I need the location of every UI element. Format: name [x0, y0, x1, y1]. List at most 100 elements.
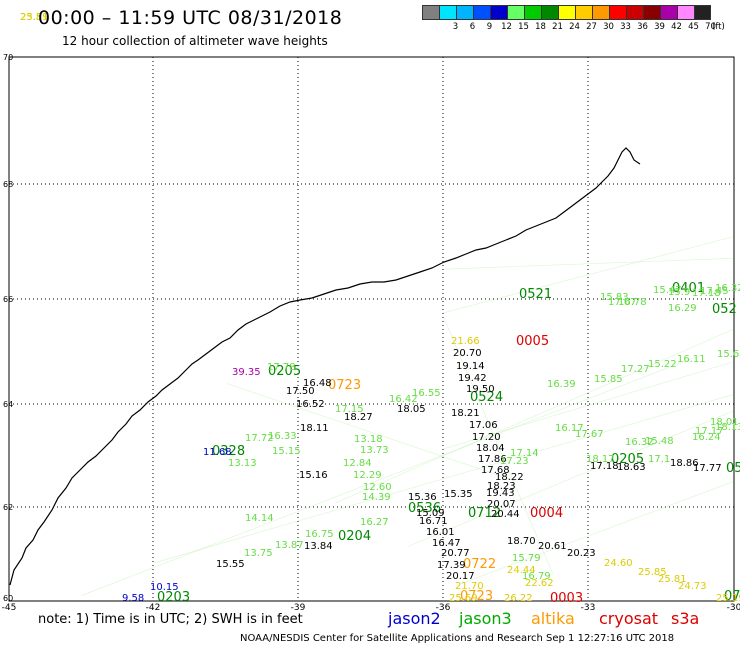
color-swatch: [456, 5, 473, 20]
color-scale-label: 27: [586, 22, 597, 32]
time-label: 0722: [463, 557, 496, 572]
wave-height-label: 15.83: [600, 292, 629, 303]
wave-height-label: 24.44: [507, 565, 536, 576]
wave-height-label: 17.86: [478, 454, 507, 465]
footer-credit: NOAA/NESDIS Center for Satellite Applica…: [240, 633, 675, 644]
lon-label: -42: [146, 603, 161, 613]
wave-height-label: 16.11: [677, 354, 706, 365]
wave-height-label: 14.39: [362, 492, 391, 503]
lat-label: 70: [3, 53, 13, 62]
greenland-coastline: [9, 147, 641, 586]
wave-height-label: 17.45: [700, 286, 729, 297]
wave-height-label: 9.58: [122, 593, 144, 604]
color-swatch: [575, 5, 592, 20]
wave-height-label: 13.73: [360, 445, 389, 456]
time-label: 0003: [550, 591, 583, 606]
wave-height-label: 17.78: [267, 362, 296, 373]
time-label: 0205: [611, 452, 644, 467]
wave-height-label: 25.69: [449, 593, 478, 604]
wave-height-label: 24.60: [604, 558, 633, 569]
wave-height-label: 21.66: [451, 336, 480, 347]
wave-height-label: 10.15: [150, 582, 179, 593]
satellite-track: [443, 318, 554, 574]
wave-height-label: 24.73: [678, 581, 707, 592]
wave-height-label: 12.84: [343, 458, 372, 469]
color-scale-label: 42: [671, 22, 682, 32]
wave-height-label: 16.55: [412, 388, 441, 399]
satellite-track: [458, 481, 735, 585]
wave-height-label: 17.27: [621, 364, 650, 375]
wave-height-label: 15.9: [668, 287, 690, 298]
wave-height-label: 15.16: [299, 470, 328, 481]
wave-height-label: 17.23: [500, 456, 529, 467]
color-scale-label: 6: [469, 22, 476, 32]
map-frame: [8, 56, 735, 602]
lon-label: -30: [727, 603, 740, 613]
color-swatch: [422, 5, 439, 20]
wave-height-label: 20.77: [441, 548, 470, 559]
wave-height-label: 14.14: [245, 513, 274, 524]
wave-height-label: 17.50: [286, 386, 315, 397]
time-label: 05: [726, 461, 740, 476]
color-swatch: [490, 5, 507, 20]
wave-height-label: 20.70: [453, 348, 482, 359]
wave-height-label: 15.35: [444, 489, 473, 500]
wave-height-label: 25.81: [658, 574, 687, 585]
lat-label: 60: [3, 594, 13, 603]
wave-height-label: 18.63: [617, 462, 646, 473]
color-scale-unit: (ft): [712, 22, 725, 32]
color-scale-labels: 3 6 9 12 15 18 21 24 27 30 33 36 39 42 45 70: [422, 22, 740, 34]
lon-label: -36: [436, 603, 451, 613]
color-swatch: [643, 5, 660, 20]
time-label: 0712: [468, 506, 501, 521]
time-label: 0723: [460, 589, 493, 604]
satellite-track: [153, 393, 735, 564]
wave-height-label: 16.17: [555, 423, 584, 434]
color-scale-label: 33: [620, 22, 631, 32]
wave-height-label: 17.39: [437, 560, 466, 571]
wave-height-label: 20.61: [538, 541, 567, 552]
wave-height-label: 16.42: [389, 394, 418, 405]
wave-height-label: 15.36: [408, 492, 437, 503]
wave-height-label: 18.13: [715, 422, 740, 433]
satellite-track: [443, 361, 735, 449]
wave-height-label: 18.22: [495, 472, 524, 483]
color-swatch: [609, 5, 626, 20]
page-subtitle: 12 hour collection of altimeter wave hei…: [62, 34, 328, 48]
color-swatch: [677, 5, 694, 20]
wave-height-label: 16.27: [360, 517, 389, 528]
wave-height-label: 20.17: [446, 571, 475, 582]
wave-height-label: 18.21: [451, 408, 480, 419]
time-label: 0204: [338, 529, 371, 544]
lat-label: 68: [3, 180, 13, 189]
color-swatch: [507, 5, 524, 20]
wave-height-label: 18.05: [397, 404, 426, 415]
satellite-track: [81, 355, 698, 596]
lon-label: -33: [581, 603, 596, 613]
color-scale-label: 15: [518, 22, 529, 32]
wave-height-label: 17.77: [693, 463, 722, 474]
legend-s3a: s3a: [671, 609, 700, 628]
color-scale-label: 39: [654, 22, 665, 32]
satellite-track: [335, 328, 735, 504]
color-scale-label: 3: [452, 22, 459, 32]
wave-height-label: 20.07: [487, 499, 516, 510]
time-label: 0521: [519, 287, 552, 302]
wave-height-label: 16.24: [692, 432, 721, 443]
wave-height-label: 16.32: [625, 437, 654, 448]
wave-height-label: 17.17: [695, 426, 724, 437]
axis-labels: 70 68 66 64 62 60-45 -42 -39 -36 -33 -30: [2, 53, 740, 613]
wave-height-label: 15.85: [594, 374, 623, 385]
graticule: [9, 57, 734, 601]
lon-label: -39: [291, 603, 306, 613]
wave-height-label: 16.75: [305, 529, 334, 540]
wave-height-label: 13.75: [244, 548, 273, 559]
satellite-track: [443, 236, 735, 313]
time-label: 0005: [516, 334, 549, 349]
color-scale-label: 18: [535, 22, 546, 32]
wave-height-label: 19.14: [456, 361, 485, 372]
color-scale-label: 12: [501, 22, 512, 32]
color-scale-bar: [422, 5, 711, 20]
wave-height-label: 17.18: [590, 461, 619, 472]
